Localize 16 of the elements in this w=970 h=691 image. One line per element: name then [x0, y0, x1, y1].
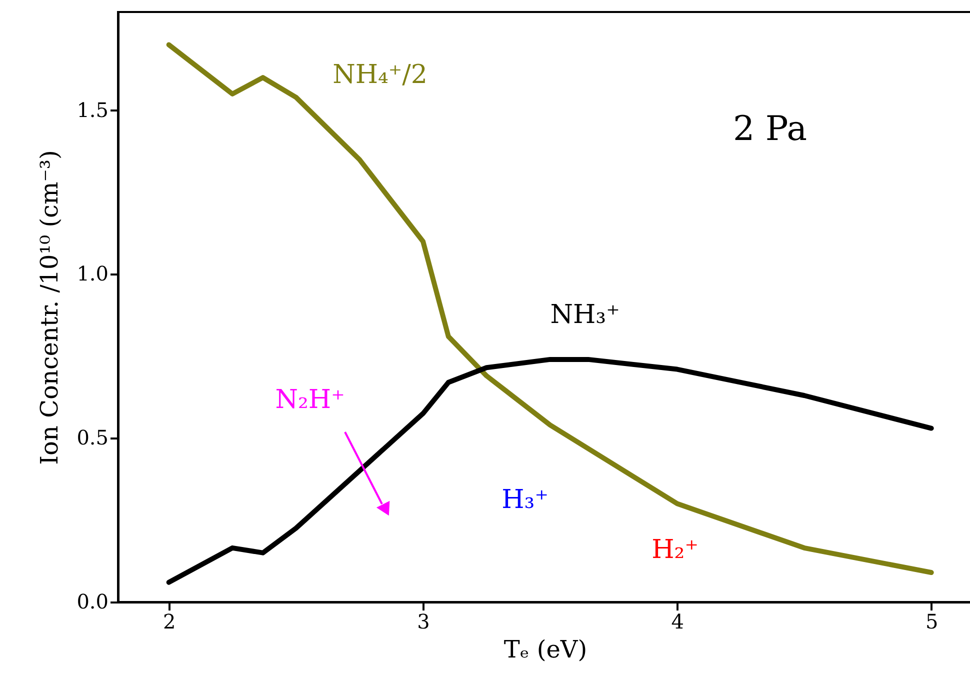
annotation: H₃⁺ [502, 485, 548, 515]
x-tick-label: 4 [671, 610, 684, 634]
annotation: N₂H⁺ [275, 385, 345, 415]
x-axis-title: Tₑ (eV) [504, 636, 588, 664]
series-label: NH₃⁺ [550, 300, 620, 330]
y-axis-title: Ion Concentr. /10¹⁰ (cm⁻³) [36, 150, 64, 465]
annotation: 2 Pa [732, 109, 808, 149]
y-tick-label: 1.5 [76, 98, 108, 122]
y-tick-label: 1.0 [76, 262, 108, 286]
annotation: H₂⁺ [652, 535, 698, 565]
x-tick-label: 5 [925, 610, 938, 634]
x-tick-label: 2 [162, 610, 176, 634]
x-tick-label: 3 [417, 610, 430, 634]
y-tick-label: 0.5 [76, 426, 108, 450]
series-label: NH₄⁺/2 [332, 60, 428, 90]
y-tick-label: 0.0 [76, 590, 108, 614]
